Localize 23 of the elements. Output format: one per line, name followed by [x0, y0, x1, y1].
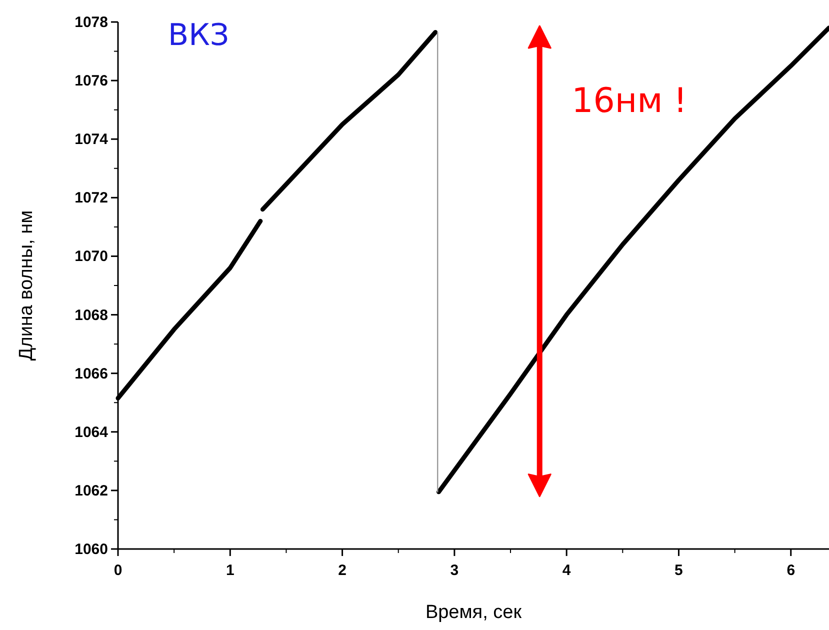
x-tick-label: 6 [786, 562, 796, 579]
y-tick-label: 1060 [74, 541, 108, 558]
line-series [260, 30, 438, 212]
annotation: ВКЗ [168, 18, 230, 53]
x-axis-title: Время, сек [425, 602, 522, 623]
x-tick-label: 1 [226, 562, 234, 579]
x-tick-label: 4 [562, 562, 572, 579]
y-tick-label: 1072 [74, 190, 108, 207]
x-tick-label: 2 [338, 562, 346, 579]
annotation: 16нм ! [572, 81, 688, 121]
x-tick-label: 0 [114, 562, 122, 579]
y-tick-label: 1078 [74, 14, 108, 31]
y-tick-label: 1070 [74, 248, 108, 266]
y-tick-label: 1068 [74, 306, 108, 324]
y-tick-label: 1074 [74, 131, 109, 148]
y-tick-label: 1066 [74, 365, 108, 382]
x-tick-label: 5 [674, 562, 683, 579]
y-tick-label: 1064 [74, 424, 109, 441]
y-tick-label: 1076 [74, 72, 108, 90]
x-tick-label: 3 [450, 562, 459, 579]
y-axis-title: Длина волны, нм [16, 210, 37, 361]
y-tick-label: 1062 [74, 482, 108, 500]
line-series [436, 26, 829, 494]
